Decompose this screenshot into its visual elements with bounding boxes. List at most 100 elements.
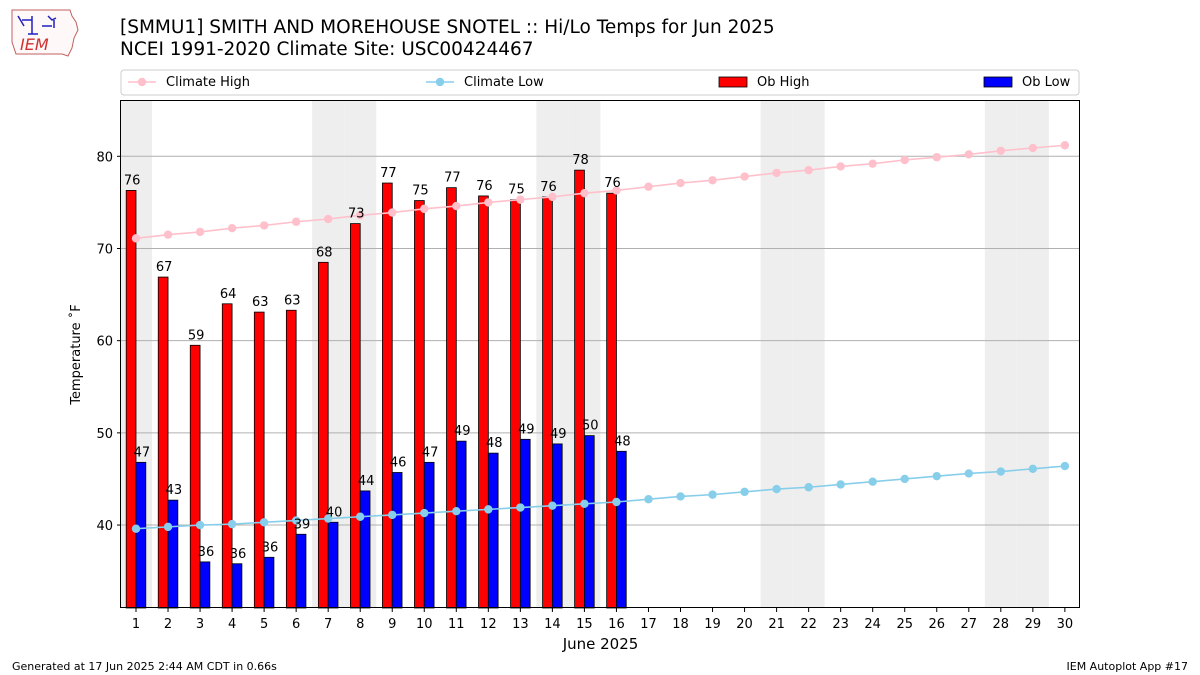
x-tick-label: 21 (768, 617, 785, 632)
climate-low-point-day-8 (356, 512, 365, 521)
ob-high-bar-day-12 (478, 195, 489, 609)
climate-high-point-day-29 (1028, 143, 1038, 153)
ob-low-bar-day-4 (231, 563, 243, 609)
ob-high-label: 63 (284, 293, 301, 308)
climate-high-point-day-28 (996, 146, 1006, 155)
weekend-shade-day-22 (792, 101, 825, 608)
climate-high-point-day-24 (868, 159, 877, 168)
y-axis-label: Temperature ˚F (68, 304, 84, 405)
x-axis-label: June 2025 (562, 635, 639, 653)
ob-high-label: 59 (188, 328, 205, 343)
ob-low-label: 48 (614, 434, 631, 449)
ob-high-label: 77 (380, 166, 397, 181)
climate-low-point-day-30 (1060, 461, 1070, 471)
ob-low-bar-day-13 (519, 438, 531, 609)
ob-high-bar-day-4 (221, 303, 233, 609)
climate-low-point-day-7 (323, 514, 333, 523)
ob-high-bar-day-10 (414, 200, 425, 609)
climate-low-point-day-21 (772, 484, 781, 494)
x-tick-label: 16 (608, 617, 625, 632)
climate-high-point-day-3 (195, 227, 205, 237)
x-tick-label: 20 (736, 617, 753, 632)
climate-high-point-day-13 (516, 195, 525, 204)
ob-high-label: 68 (316, 245, 333, 260)
climate-low-point-day-3 (195, 520, 205, 530)
ob-low-label: 40 (326, 505, 343, 520)
climate-low-point-day-18 (676, 492, 685, 501)
x-tick-label: 22 (800, 617, 817, 632)
legend-label-ob-high: Ob High (757, 75, 810, 90)
x-tick-label: 30 (1057, 617, 1074, 632)
climate-low-point-day-27 (964, 469, 973, 478)
ob-high-bar-day-11 (446, 187, 457, 609)
climate-high-point-day-22 (804, 165, 813, 175)
ob-low-bar-day-8 (359, 490, 371, 609)
ob-high-bar-day-5 (253, 311, 265, 609)
climate-high-point-day-21 (772, 168, 781, 178)
ob-low-label: 43 (166, 483, 183, 498)
ob-low-bar-day-12 (487, 452, 499, 609)
climate-high-point-day-5 (259, 221, 269, 230)
climate-low-point-day-6 (291, 516, 301, 525)
ob-low-label: 36 (198, 545, 215, 560)
ob-high-label: 76 (124, 173, 141, 188)
climate-high-point-day-19 (708, 176, 717, 185)
y-tick-label: 70 (96, 242, 113, 257)
legend-marker-climate-high (137, 77, 147, 87)
climate-low-point-day-25 (900, 474, 909, 484)
title-line-2: NCEI 1991-2020 Climate Site: USC00424467 (120, 39, 534, 60)
ob-low-bar-day-1 (135, 461, 147, 609)
ob-high-bar-day-15 (574, 169, 585, 609)
climate-low-point-day-16 (612, 497, 621, 507)
x-tick-label: 4 (228, 617, 236, 632)
weather-station-icon (17, 15, 57, 35)
climate-low-point-day-14 (548, 501, 557, 510)
ob-high-label: 77 (444, 171, 461, 186)
x-tick-label: 18 (672, 617, 689, 632)
climate-low-point-day-15 (580, 499, 589, 509)
climate-high-point-day-9 (388, 208, 397, 217)
legend-swatch-ob-high (718, 76, 748, 88)
climate-high-point-day-18 (676, 178, 685, 188)
x-tick-label: 13 (512, 617, 529, 632)
legend-label-ob-low: Ob Low (1022, 75, 1071, 90)
x-tick-label: 24 (864, 617, 881, 632)
ob-high-label: 63 (252, 295, 269, 310)
ob-high-bar-day-8 (350, 223, 361, 609)
climate-low-point-day-23 (836, 480, 845, 489)
ob-low-bar-day-15 (584, 435, 595, 609)
x-tick-label: 28 (993, 617, 1010, 632)
bar-labels: 76 67 59 64 63 63 68 73 77 75 77 76 75 76 78 76 47 43 36 36… (124, 153, 631, 562)
climate-low-point-day-28 (996, 467, 1006, 476)
climate-high-line (135, 144, 1065, 240)
x-tick-label: 17 (640, 617, 657, 632)
climate-high-point-day-6 (291, 217, 301, 226)
climate-high-point-day-17 (644, 182, 653, 191)
climate-lines (131, 141, 1070, 533)
ob-low-label: 49 (550, 427, 567, 442)
y-tick-label: 50 (96, 427, 113, 442)
ob-high-bar-day-9 (382, 182, 393, 609)
climate-high-point-day-11 (452, 201, 461, 211)
ob-low-label: 44 (358, 474, 375, 489)
climate-low-point-day-20 (740, 487, 749, 497)
ob-high-bar-day-6 (285, 309, 297, 609)
ob-low-bar-day-16 (616, 450, 627, 609)
climate-low-point-day-22 (804, 483, 813, 492)
y-tick-label: 60 (96, 335, 113, 350)
x-tick-label: 14 (544, 617, 561, 632)
x-tick-label: 10 (416, 617, 433, 632)
legend-label-climate-high: Climate High (166, 75, 250, 90)
legend-marker-climate-low (435, 77, 445, 87)
legend: Climate High Climate Low Ob High Ob Low (120, 69, 1080, 96)
generated-note: Generated at 17 Jun 2025 2:44 AM CDT in … (12, 660, 277, 673)
weekend-shade-day-21 (760, 101, 793, 608)
title-line-1: [SMMU1] SMITH AND MOREHOUSE SNOTEL :: Hi… (120, 17, 775, 38)
climate-low-point-day-24 (868, 477, 877, 486)
x-tick-label: 2 (164, 617, 172, 632)
climate-low-point-day-10 (420, 508, 429, 518)
x-tick-label: 5 (260, 617, 268, 632)
ob-low-label: 49 (518, 422, 535, 437)
iem-logo: IEM (11, 9, 79, 57)
